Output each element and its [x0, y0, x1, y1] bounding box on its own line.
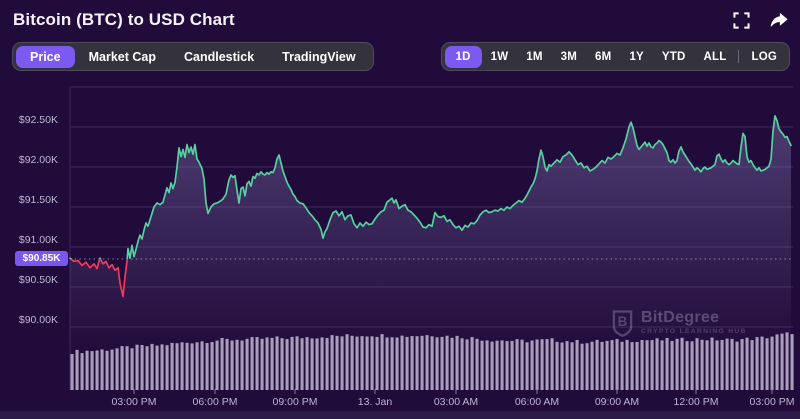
current-price-badge: $90.85K — [15, 251, 68, 266]
range-ytd[interactable]: YTD — [653, 46, 695, 68]
y-axis-label: $90.50K — [19, 274, 58, 286]
tab-tradingview[interactable]: TradingView — [268, 46, 369, 68]
chart-scrollbar[interactable] — [0, 411, 800, 419]
x-axis-label: 03:00 PM — [750, 396, 795, 408]
page-title: Bitcoin (BTC) to USD Chart — [13, 10, 235, 29]
range-3m[interactable]: 3M — [552, 46, 586, 68]
range-1y[interactable]: 1Y — [620, 46, 652, 68]
range-6m[interactable]: 6M — [586, 46, 620, 68]
x-axis-label: 13. Jan — [358, 396, 393, 408]
y-axis-label: $92.50K — [19, 114, 58, 126]
price-line-up — [69, 114, 792, 259]
fullscreen-button[interactable] — [731, 10, 752, 31]
range-log[interactable]: LOG — [742, 46, 786, 68]
range-1m[interactable]: 1M — [517, 46, 551, 68]
y-axis-label: $91.00K — [19, 234, 58, 246]
y-axis-label: $90.00K — [19, 314, 58, 326]
chart-canvas[interactable]: $92.50K $92.00K $91.50K $91.00K $90.50K $90.0… — [0, 78, 800, 419]
chart-toolbar: Price Market Cap Candlestick TradingView… — [12, 42, 790, 71]
x-axis-label: 12:00 PM — [674, 396, 719, 408]
share-button[interactable] — [768, 11, 790, 30]
x-axis-label: 03:00 AM — [434, 396, 478, 408]
fullscreen-icon — [733, 11, 750, 29]
share-icon — [770, 12, 788, 27]
price-area-fill — [70, 115, 791, 362]
header-actions — [731, 10, 790, 31]
chart-header: Bitcoin (BTC) to USD Chart — [13, 7, 790, 33]
range-1d[interactable]: 1D — [444, 45, 482, 68]
tab-price[interactable]: Price — [16, 45, 75, 68]
x-axis-label: 09:00 AM — [595, 396, 639, 408]
price-chart[interactable]: $92.50K $92.00K $91.50K $91.00K $90.50K $90.0… — [0, 78, 800, 419]
y-axis-label: $91.50K — [19, 194, 58, 206]
x-axis-label: 06:00 AM — [515, 396, 559, 408]
time-range-selector: 1D 1W 1M 3M 6M 1Y YTD ALL LOG — [440, 42, 790, 71]
range-all[interactable]: ALL — [695, 46, 736, 68]
volume-histogram — [70, 332, 794, 390]
x-axis-label: 06:00 PM — [193, 396, 238, 408]
range-log-divider — [738, 50, 740, 63]
y-axis-label: $92.00K — [19, 154, 58, 166]
chart-type-tabs: Price Market Cap Candlestick TradingView — [12, 42, 374, 71]
x-axis-label: 03:00 PM — [112, 396, 157, 408]
x-axis-label: 09:00 PM — [273, 396, 318, 408]
tab-candlestick[interactable]: Candlestick — [170, 46, 268, 68]
tab-market-cap[interactable]: Market Cap — [75, 46, 170, 68]
range-1w[interactable]: 1W — [482, 46, 518, 68]
